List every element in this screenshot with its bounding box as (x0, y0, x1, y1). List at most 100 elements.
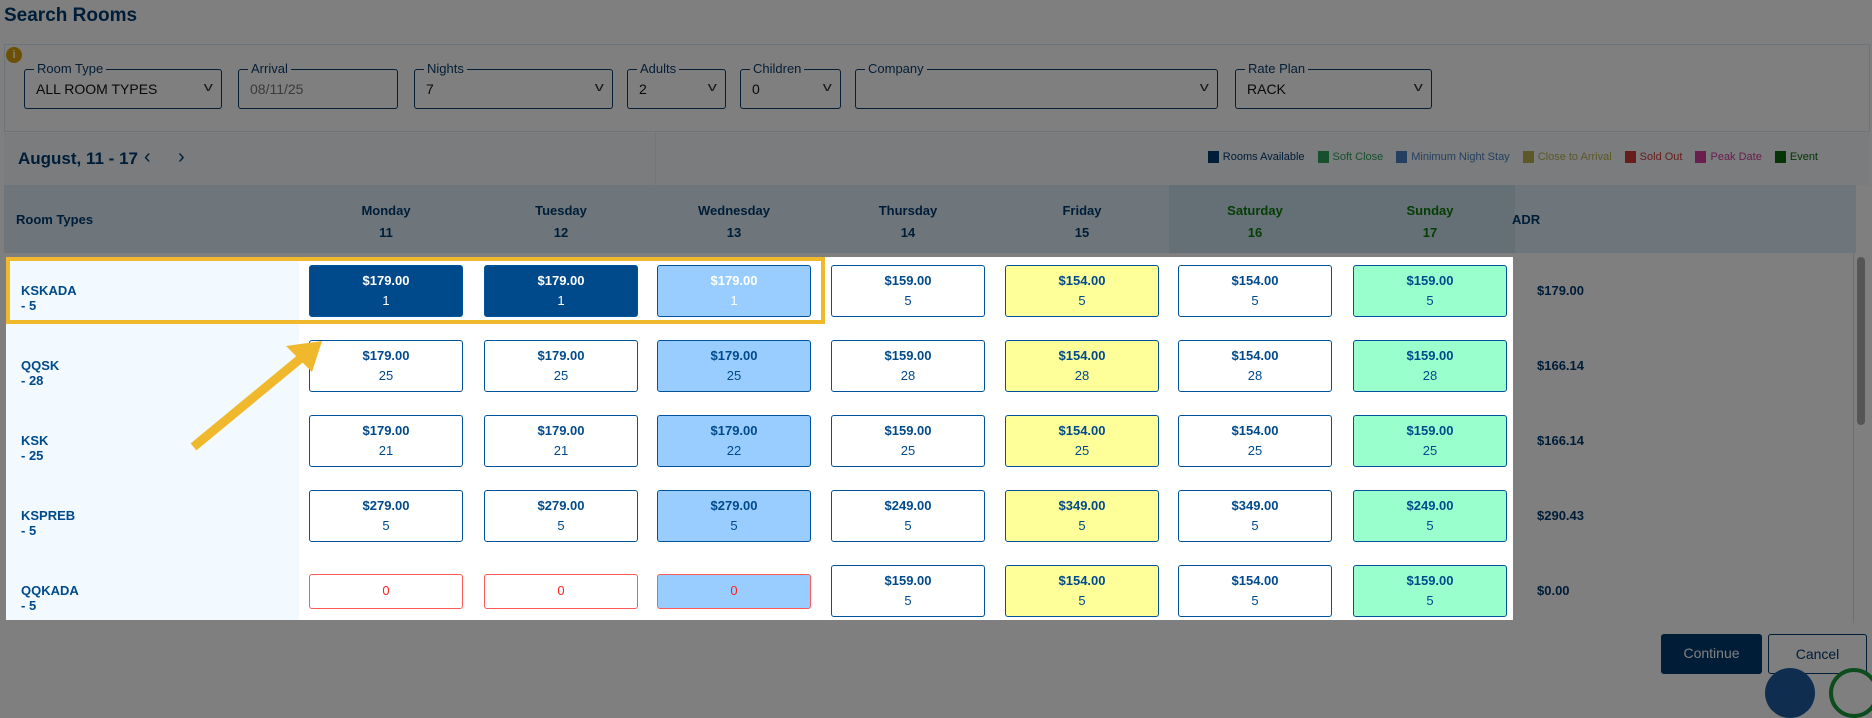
info-icon[interactable]: i (6, 47, 22, 63)
rooms-count: 22 (726, 443, 742, 458)
rate-cell[interactable]: $179.00 1 (309, 265, 463, 317)
rate-cell[interactable]: 0 (484, 574, 638, 609)
rate-price: $154.00 (1231, 348, 1279, 363)
rate-cell[interactable]: $159.00 25 (831, 415, 985, 467)
day-date: 12 (553, 225, 569, 240)
rate-cell[interactable]: $154.00 5 (1005, 265, 1159, 317)
rate-cell[interactable]: $154.00 28 (1005, 340, 1159, 392)
rate-cell[interactable]: $179.00 1 (484, 265, 638, 317)
nights-select[interactable]: Nights 7 v (414, 61, 613, 109)
legend-swatch (1774, 151, 1786, 163)
rate-cell[interactable]: $159.00 28 (831, 340, 985, 392)
day-date: 17 (1422, 225, 1438, 240)
day-header: Monday 11 (299, 200, 473, 244)
adults-label: Adults (637, 61, 680, 76)
weekend-header-shade (1169, 185, 1515, 253)
room-type-label: QQSK - 28 (21, 358, 60, 388)
rate-price: $154.00 (1231, 423, 1279, 438)
help-widget-icon[interactable] (1829, 668, 1872, 718)
table-header (4, 185, 1856, 253)
day-header: Sunday 17 (1343, 200, 1517, 244)
rooms-count: 5 (557, 518, 565, 533)
rooms-count: 28 (1422, 368, 1438, 383)
chevron-down-icon: v (1413, 79, 1423, 94)
rate-price: $159.00 (884, 423, 932, 438)
day-name: Sunday (1406, 203, 1454, 218)
rate-cell[interactable]: $159.00 5 (831, 265, 985, 317)
adults-value: 2 (639, 81, 647, 97)
room-type-select[interactable]: Room Type ALL ROOM TYPES v (24, 61, 222, 109)
legend-swatch (1624, 151, 1636, 163)
rate-cell[interactable]: 0 (657, 574, 811, 609)
rate-cell[interactable]: $179.00 1 (657, 265, 811, 317)
rate-cell[interactable]: $179.00 25 (484, 340, 638, 392)
continue-button[interactable]: Continue (1661, 634, 1762, 674)
rate-cell[interactable]: $159.00 5 (1353, 265, 1507, 317)
rooms-count: 25 (900, 443, 916, 458)
rate-price: $159.00 (1406, 348, 1454, 363)
rate-cell[interactable]: $349.00 5 (1005, 490, 1159, 542)
rate-cell[interactable]: $154.00 5 (1178, 565, 1332, 617)
chat-avatar-icon[interactable] (1765, 668, 1815, 718)
legend-swatch (1317, 151, 1329, 163)
rate-cell[interactable]: $179.00 25 (309, 340, 463, 392)
rate-cell[interactable]: $154.00 5 (1178, 265, 1332, 317)
day-header: Friday 15 (995, 200, 1169, 244)
rate-cell[interactable]: $159.00 5 (1353, 565, 1507, 617)
rate-cell[interactable]: $154.00 25 (1178, 415, 1332, 467)
rate-cell[interactable]: $249.00 5 (831, 490, 985, 542)
adults-select[interactable]: Adults 2 v (627, 61, 726, 109)
day-name: Thursday (878, 203, 938, 218)
rooms-count: 0 (382, 583, 390, 598)
day-name: Wednesday (697, 203, 770, 218)
date-nav-bar (4, 133, 1870, 185)
rooms-count: 1 (557, 293, 565, 308)
rooms-count: 21 (378, 443, 394, 458)
chevron-down-icon: v (707, 79, 717, 94)
rate-price: $154.00 (1231, 273, 1279, 288)
arrival-field[interactable]: Arrival 08/11/25 (238, 61, 398, 109)
rate-cell[interactable]: $179.00 22 (657, 415, 811, 467)
rooms-count: 0 (557, 583, 565, 598)
rate-cell[interactable]: $249.00 5 (1353, 490, 1507, 542)
adr-value: $166.14 (1537, 358, 1584, 373)
rate-price: $179.00 (537, 273, 585, 288)
rooms-count: 5 (1426, 518, 1434, 533)
prev-week-button[interactable]: ‹ (144, 146, 151, 168)
rate-cell[interactable]: $179.00 25 (657, 340, 811, 392)
rate-price: $154.00 (1058, 573, 1106, 588)
day-name: Friday (1062, 203, 1102, 218)
rate-cell[interactable]: $159.00 5 (831, 565, 985, 617)
rooms-count: 25 (1422, 443, 1438, 458)
rate-cell[interactable]: $179.00 21 (484, 415, 638, 467)
rate-cell[interactable]: $279.00 5 (309, 490, 463, 542)
rooms-count: 28 (1247, 368, 1263, 383)
rate-cell[interactable]: $154.00 25 (1005, 415, 1159, 467)
rooms-count: 0 (730, 583, 738, 598)
children-select[interactable]: Children 0 v (740, 61, 841, 109)
scrollbar[interactable] (1857, 257, 1865, 425)
room-type-label: Room Type (34, 61, 107, 76)
rooms-count: 5 (1078, 593, 1086, 608)
rate-price: $279.00 (362, 498, 410, 513)
rate-cell[interactable]: $159.00 28 (1353, 340, 1507, 392)
company-select[interactable]: Company v (855, 61, 1218, 109)
rate-cell[interactable]: $279.00 5 (484, 490, 638, 542)
rate-cell[interactable]: $159.00 25 (1353, 415, 1507, 467)
next-week-button[interactable]: › (178, 146, 185, 168)
rate-cell[interactable]: 0 (309, 574, 463, 609)
rooms-count: 25 (378, 368, 394, 383)
legend-item: Soft Close (1317, 151, 1383, 163)
cancel-button[interactable]: Cancel (1768, 634, 1867, 674)
legend-label: Sold Out (1639, 151, 1683, 163)
room-type-label: QQKADA - 5 (21, 583, 79, 613)
rate-plan-select[interactable]: Rate Plan RACK v (1235, 61, 1432, 109)
rate-cell[interactable]: $179.00 21 (309, 415, 463, 467)
rate-cell[interactable]: $154.00 5 (1005, 565, 1159, 617)
rate-cell[interactable]: $349.00 5 (1178, 490, 1332, 542)
rooms-count: 5 (1251, 593, 1259, 608)
legend-item: Minimum Night Stay (1396, 151, 1510, 163)
rate-cell[interactable]: $279.00 5 (657, 490, 811, 542)
rooms-count: 28 (1074, 368, 1090, 383)
rate-cell[interactable]: $154.00 28 (1178, 340, 1332, 392)
